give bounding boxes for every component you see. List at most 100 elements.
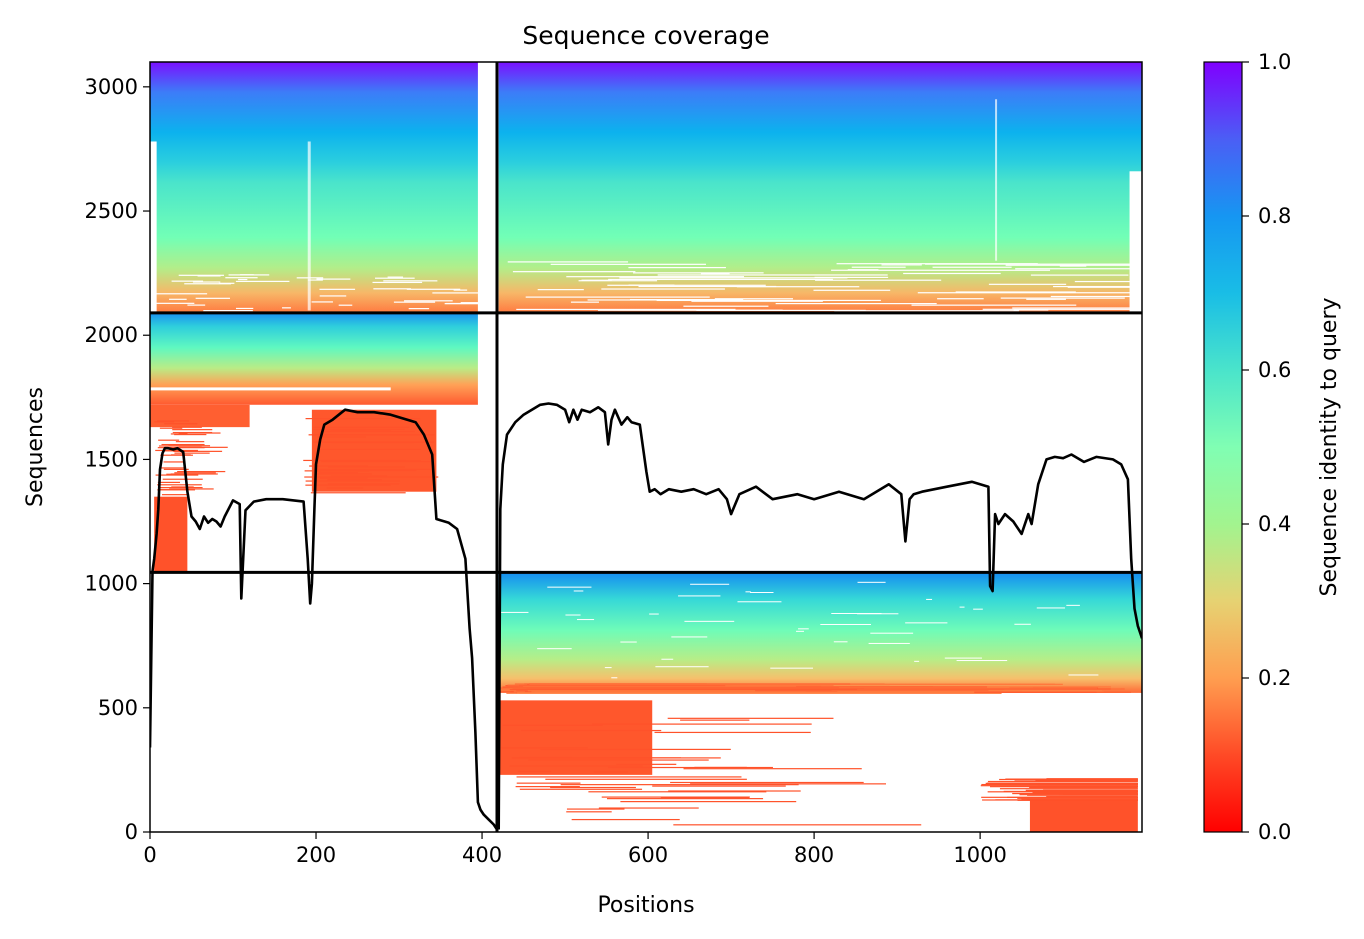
gap-row	[815, 279, 942, 281]
coverage-row	[673, 824, 922, 826]
gap-row	[683, 305, 769, 307]
gap-row	[171, 280, 204, 282]
gap-row	[1050, 295, 1142, 298]
coverage-row	[520, 729, 662, 732]
gap-row	[1015, 268, 1142, 270]
gap-row	[661, 658, 674, 660]
coverage-row	[560, 784, 799, 786]
gap-row	[338, 304, 353, 306]
gap-row	[736, 286, 860, 288]
y-axis-ticks: 0 500 1000 1500 2000 2500 3000	[85, 75, 150, 844]
gap-row	[982, 308, 1142, 310]
gap-column	[150, 141, 157, 313]
coverage-row	[1027, 794, 1138, 796]
gap-row	[926, 598, 933, 600]
gap-row	[619, 277, 848, 279]
gap-row	[604, 667, 612, 669]
gap-row	[235, 307, 254, 310]
coverage-block	[498, 700, 653, 775]
domain-boundaries	[150, 62, 1142, 832]
coverage-row	[571, 818, 680, 821]
gap-row	[955, 291, 1076, 293]
coverage-row	[326, 460, 421, 462]
coverage-row	[509, 688, 858, 691]
gap-row	[831, 612, 882, 614]
x-tick-label: 0	[143, 843, 156, 867]
gap-row	[197, 275, 221, 277]
coverage-row	[588, 757, 721, 759]
coverage-row	[670, 781, 864, 784]
gap-row	[537, 648, 572, 650]
coverage-row	[305, 484, 391, 486]
coverage-row	[980, 785, 1138, 787]
coverage-row	[310, 492, 406, 494]
coverage-row	[592, 723, 812, 725]
coverage-row	[320, 469, 417, 472]
coverage-row	[159, 427, 183, 429]
gap-row	[851, 266, 906, 268]
coverage-row	[161, 443, 205, 446]
gap-row	[814, 276, 889, 278]
coverage-lines	[150, 402, 1142, 831]
gap-row	[203, 310, 253, 312]
coverage-row	[158, 439, 180, 441]
gap-row	[573, 590, 584, 592]
gap-row	[770, 667, 814, 669]
gap-row	[857, 581, 886, 583]
coverage-row	[534, 691, 975, 693]
gap-row	[1067, 286, 1142, 288]
coverage-row	[690, 783, 887, 785]
gap-row	[831, 269, 1051, 271]
gap-row	[228, 274, 270, 276]
coverage-row	[163, 468, 189, 470]
coverage-row	[517, 692, 901, 694]
gap-row	[959, 606, 965, 608]
coverage-row	[159, 486, 203, 489]
gap-row	[1030, 274, 1129, 276]
gap-row	[178, 274, 225, 276]
y-tick-label: 2000	[85, 323, 138, 347]
gap-row	[678, 595, 721, 597]
gap-row	[911, 304, 1077, 306]
coverage-row	[987, 791, 1138, 793]
coverage-row	[157, 484, 202, 486]
gap-row	[319, 295, 347, 297]
plot-frame	[149, 61, 1143, 833]
colorbar-tick-label: 0.0	[1258, 820, 1291, 844]
coverage-row	[515, 786, 580, 788]
coverage-block	[154, 496, 188, 573]
coverage-block	[150, 404, 250, 428]
coverage-row	[170, 473, 218, 475]
gap-column	[1129, 171, 1142, 313]
coverage-row	[313, 426, 410, 428]
gap-row	[1000, 297, 1125, 299]
coverage-row	[654, 731, 811, 734]
gap-row	[152, 302, 195, 304]
coverage-heatmap	[150, 62, 1142, 832]
gap-row	[547, 586, 592, 588]
coverage-row	[990, 786, 1138, 788]
gap-row	[578, 280, 658, 282]
coverage-row	[164, 423, 198, 425]
coverage-row	[1052, 783, 1138, 785]
colorbar-tick-label: 0.4	[1258, 512, 1291, 536]
gap-row	[192, 281, 221, 283]
gap-column	[480, 62, 497, 313]
gap-row	[512, 271, 636, 273]
coverage-row	[162, 450, 196, 452]
gap-row	[656, 299, 881, 302]
x-axis-ticks: 0 200 400 600 800 1000	[143, 832, 1007, 867]
gap-row	[387, 276, 404, 278]
coverage-row	[308, 434, 435, 436]
coverage-row	[540, 748, 731, 751]
coverage-row	[1043, 788, 1138, 790]
coverage-gaps	[150, 62, 1142, 679]
gap-row	[745, 591, 751, 593]
gap-row	[903, 272, 1001, 275]
coverage-row	[667, 717, 834, 719]
coverage-row	[328, 466, 405, 468]
coverage-row	[512, 687, 839, 689]
gap-row	[836, 263, 1038, 265]
coverage-row	[326, 487, 364, 489]
gap-stripe	[995, 99, 998, 261]
